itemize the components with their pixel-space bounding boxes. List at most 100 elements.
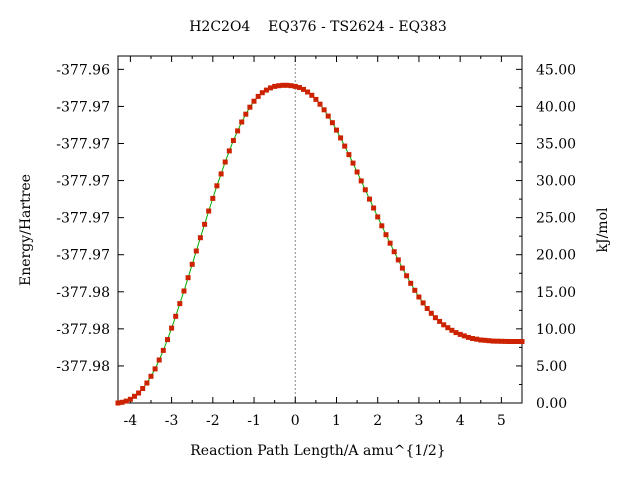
- x-tick-label: 3: [414, 413, 423, 429]
- data-point: [259, 90, 265, 96]
- data-point: [276, 83, 282, 89]
- right-tick-label: 45.00: [536, 62, 576, 78]
- x-tick-label: 2: [373, 413, 382, 429]
- right-tick-label: 5.00: [536, 359, 567, 375]
- data-point: [214, 183, 220, 189]
- x-tick-label: -1: [247, 413, 261, 429]
- left-tick-label: -377.98: [56, 322, 110, 338]
- left-axis-label: Energy/Hartree: [18, 174, 34, 286]
- data-point: [301, 86, 306, 92]
- left-tick-label: -377.97: [56, 174, 110, 190]
- data-point: [272, 83, 278, 89]
- data-point: [243, 111, 249, 117]
- data-point: [263, 87, 269, 93]
- data-point: [511, 339, 517, 344]
- data-point: [177, 301, 183, 307]
- data-point: [197, 235, 203, 241]
- data-point: [507, 339, 513, 344]
- data-point: [185, 275, 191, 281]
- left-tick-label: -377.97: [56, 211, 110, 227]
- data-point: [367, 196, 372, 202]
- data-point: [292, 83, 298, 89]
- data-point: [416, 294, 422, 300]
- data-point: [160, 347, 166, 353]
- left-tick-label: -377.97: [56, 99, 110, 115]
- energy-curve: [117, 84, 522, 404]
- data-point: [247, 104, 253, 110]
- data-point: [387, 240, 393, 246]
- data-point: [280, 82, 286, 88]
- data-point: [494, 338, 500, 344]
- data-point: [329, 120, 335, 126]
- data-point: [519, 339, 525, 344]
- x-axis-ticks: -4 -3 -2 -1 0 1 2 3 4 5: [124, 56, 523, 429]
- data-point: [449, 327, 455, 333]
- x-tick-label: -3: [165, 413, 179, 429]
- data-point: [268, 85, 273, 91]
- data-point: [498, 338, 504, 344]
- data-point: [461, 333, 467, 339]
- right-tick-label: 35.00: [536, 136, 576, 152]
- data-point: [230, 138, 236, 143]
- data-point: [193, 248, 199, 254]
- right-tick-label: 40.00: [536, 99, 576, 115]
- right-tick-label: 0.00: [536, 396, 567, 412]
- data-point: [441, 322, 447, 328]
- x-tick-label: 1: [332, 413, 341, 429]
- data-point: [486, 338, 492, 344]
- data-point: [470, 336, 475, 341]
- data-point: [127, 396, 133, 402]
- data-point: [412, 287, 418, 293]
- data-point: [119, 399, 125, 405]
- right-tick-label: 15.00: [536, 285, 576, 301]
- x-axis-label: Reaction Path Length/A amu^{1/2}: [190, 443, 445, 459]
- data-point: [132, 393, 137, 399]
- left-tick-label: -377.97: [56, 136, 110, 152]
- left-axis-ticks: -377.98 -377.98 -377.98 -377.97 -377.97 -377.…: [56, 62, 124, 375]
- data-point: [309, 92, 315, 98]
- data-point: [165, 337, 170, 343]
- data-point: [321, 107, 327, 113]
- data-point: [342, 143, 348, 149]
- data-point: [144, 380, 150, 386]
- data-point: [313, 96, 319, 102]
- series-line: [117, 84, 522, 404]
- energy-points: [115, 82, 525, 406]
- data-point: [358, 178, 364, 184]
- data-point: [181, 288, 187, 294]
- data-point: [156, 357, 162, 363]
- data-point: [226, 148, 232, 154]
- data-point: [251, 98, 257, 104]
- data-point: [383, 232, 389, 238]
- data-point: [490, 338, 496, 344]
- data-point: [239, 119, 245, 125]
- data-point: [148, 373, 154, 379]
- x-tick-label: -2: [206, 413, 220, 429]
- data-point: [189, 261, 195, 267]
- data-point: [152, 366, 158, 372]
- data-point: [424, 306, 430, 311]
- data-point: [255, 93, 261, 99]
- data-point: [457, 331, 463, 337]
- data-point: [288, 83, 294, 89]
- left-tick-label: -377.98: [56, 359, 110, 375]
- data-point: [305, 89, 311, 95]
- x-tick-label: 0: [291, 413, 300, 429]
- data-point: [465, 334, 471, 340]
- data-point: [317, 101, 323, 107]
- data-point: [350, 160, 356, 166]
- data-point: [136, 390, 142, 396]
- data-point: [379, 223, 385, 229]
- x-tick-label: -4: [124, 413, 138, 429]
- data-point: [169, 325, 175, 331]
- right-axis-label: kJ/mol: [595, 207, 611, 253]
- data-point: [395, 257, 401, 263]
- left-tick-label: -377.97: [56, 248, 110, 264]
- data-point: [210, 195, 216, 201]
- data-point: [346, 152, 352, 158]
- data-point: [420, 300, 426, 306]
- data-point: [453, 330, 459, 336]
- data-point: [515, 339, 521, 344]
- data-point: [474, 336, 480, 342]
